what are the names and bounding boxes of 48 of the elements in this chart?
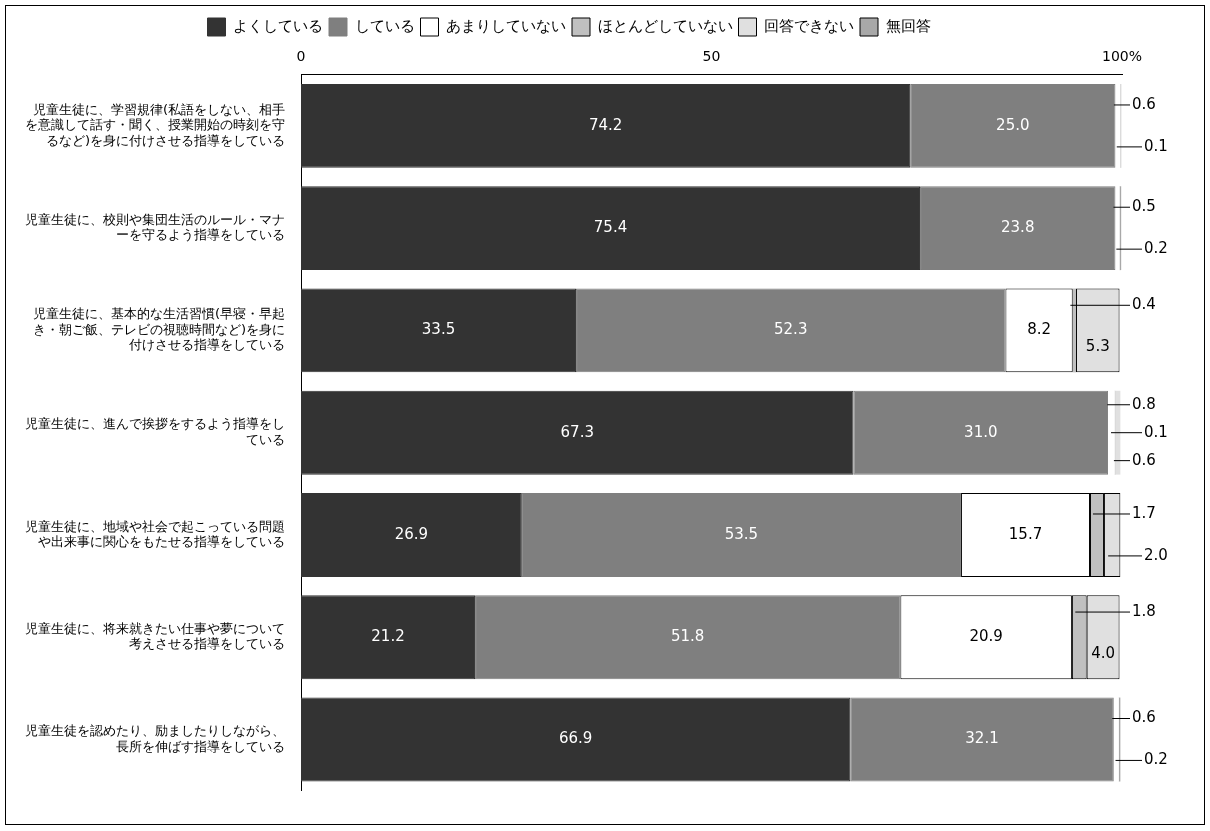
data-label: 2.0 [1144,545,1168,564]
legend-label: している [354,16,415,35]
data-label: 1.7 [1132,503,1156,522]
data-label: 53.5 [724,524,759,543]
data-label: 0.4 [1132,295,1156,314]
legend-label: 無回答 [885,16,931,35]
x-tick-label: 100% [1101,48,1143,65]
data-label: 0.2 [1144,239,1168,258]
data-label: 21.2 [371,627,405,646]
legend-label: 回答できない [764,16,854,35]
data-label: 75.4 [593,218,628,237]
data-label: 0.5 [1132,197,1156,216]
data-label: 0.1 [1144,136,1168,155]
data-label: 20.9 [969,627,1003,646]
data-label: 0.8 [1132,394,1156,413]
data-label: 4.0 [1091,643,1116,662]
data-label: 23.8 [1001,218,1035,237]
data-label: 66.9 [558,729,593,748]
data-label: 25.0 [996,115,1030,134]
data-label: 26.9 [394,524,429,543]
y-tick-label: 児童生徒に、地域や社会で起こっている問題や出来事に関心をもたせる指導をしている [25,518,285,550]
data-label: 5.3 [1085,337,1110,356]
data-label: 1.8 [1132,601,1156,620]
x-tick-label: 50 [702,48,721,65]
y-tick-label: 児童生徒に、校則や集団生活のルール・マナーを守るよう指導をしている [25,211,285,243]
x-tick-label: 0 [296,48,306,65]
data-label: 0.6 [1132,450,1156,469]
data-label: 51.8 [670,627,705,646]
data-label: 31.0 [964,422,998,441]
data-label: 33.5 [421,320,456,339]
data-label: 74.2 [588,115,623,134]
legend-label: ほとんどしていない [597,16,733,35]
data-label: 0.6 [1132,708,1156,727]
data-label: 67.3 [560,422,594,441]
data-label: 0.2 [1144,750,1168,769]
data-label: 52.3 [774,320,808,339]
data-label: 32.1 [965,729,999,748]
data-label: 8.2 [1027,320,1052,339]
y-tick-label: 児童生徒に、学習規律(私語をしない、相手を意識して話す・聞く、授業開始の時刻を守るなど)を身に付けさせる指導をしている [25,101,285,148]
data-label: 0.1 [1144,422,1168,441]
y-tick-label: 児童生徒に、将来就きたい仕事や夢について考えさせる指導をしている [25,620,285,652]
data-label: 15.7 [1008,524,1043,543]
y-tick-label: 児童生徒に、基本的な生活習慣(早寝・早起き・朝ご飯、テレビの視聴時間など)を身に付けさせる指導をしている [32,306,285,353]
legend-label: あまりしていない [446,16,566,35]
data-label: 0.6 [1132,94,1156,113]
y-tick-label: 児童生徒を認めたり、励ましたりしながら、長所を伸ばす指導をしている [25,723,285,754]
y-tick-label: 児童生徒に、進んで挨拶をするよう指導をしている [25,416,285,447]
legend-label: よくしている [233,16,323,35]
